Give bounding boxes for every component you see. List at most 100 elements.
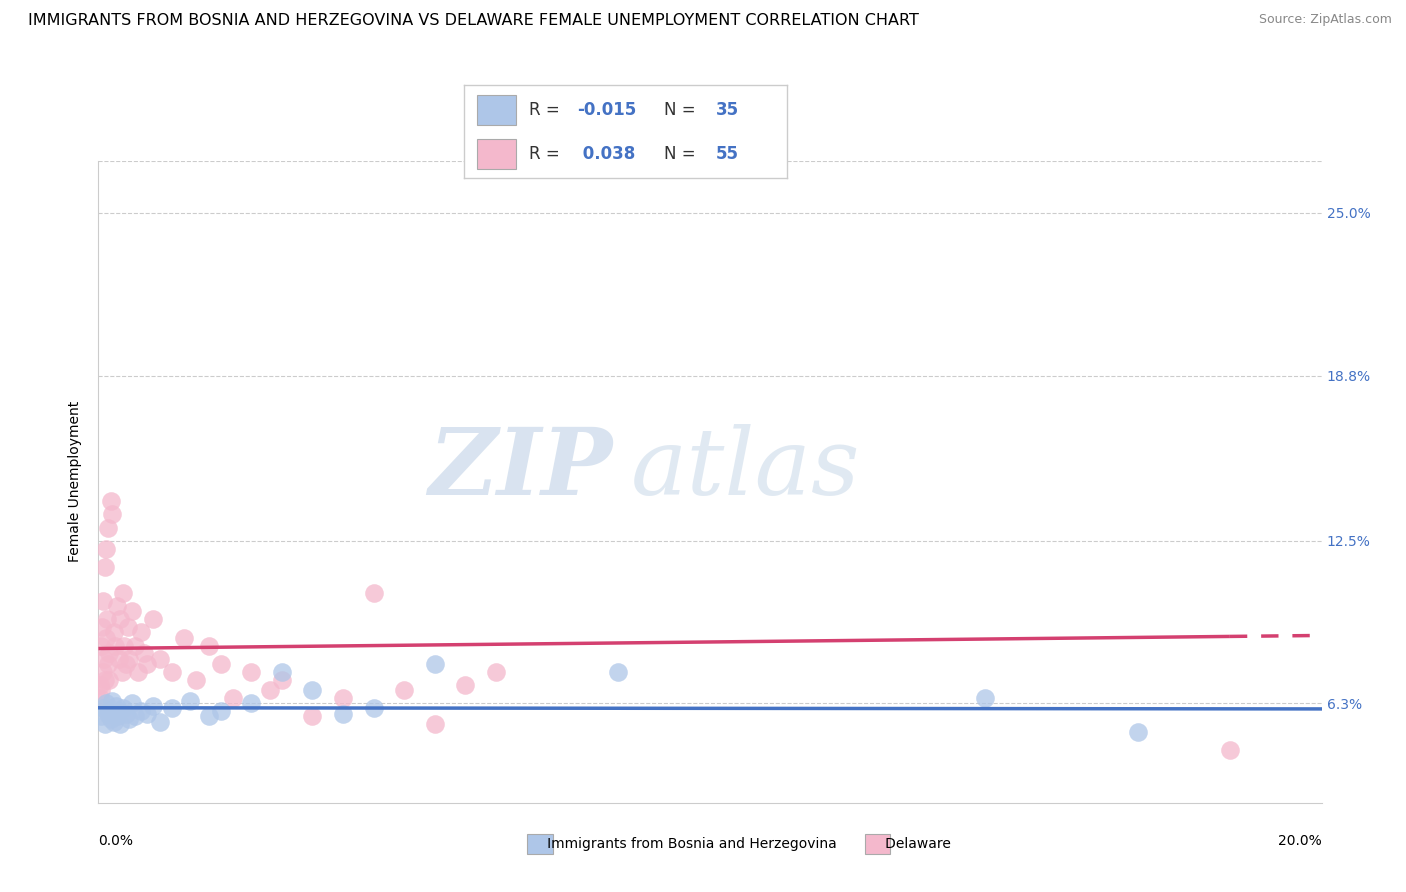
- Point: [259, 683, 281, 698]
- Point: [108, 717, 131, 731]
- Point: [89, 690, 111, 705]
- FancyBboxPatch shape: [477, 139, 516, 169]
- Point: [108, 612, 131, 626]
- Text: 0.0%: 0.0%: [98, 834, 134, 848]
- Text: 20.0%: 20.0%: [1278, 834, 1322, 848]
- Point: [91, 594, 114, 608]
- Y-axis label: Female Unemployment: Female Unemployment: [69, 401, 83, 562]
- Point: [363, 701, 385, 715]
- Point: [607, 665, 630, 679]
- Point: [93, 717, 115, 731]
- Text: ZIP: ZIP: [427, 424, 612, 514]
- Point: [301, 683, 323, 698]
- Point: [97, 657, 120, 671]
- Point: [98, 704, 121, 718]
- Point: [89, 678, 111, 692]
- Point: [149, 714, 172, 729]
- Point: [105, 709, 128, 723]
- Point: [160, 665, 183, 679]
- Point: [97, 673, 120, 687]
- Point: [270, 665, 294, 679]
- Point: [301, 709, 323, 723]
- Point: [97, 520, 120, 534]
- FancyBboxPatch shape: [477, 95, 516, 125]
- Point: [136, 706, 159, 721]
- Text: 35: 35: [716, 101, 740, 119]
- Point: [111, 701, 134, 715]
- Point: [93, 673, 115, 687]
- Point: [115, 657, 138, 671]
- Point: [104, 639, 127, 653]
- Text: N =: N =: [665, 101, 696, 119]
- Point: [94, 541, 117, 556]
- Point: [1128, 725, 1150, 739]
- Point: [423, 657, 446, 671]
- Text: atlas: atlas: [630, 424, 860, 514]
- Point: [121, 604, 143, 618]
- Text: R =: R =: [529, 101, 560, 119]
- Point: [93, 651, 115, 665]
- Point: [91, 620, 114, 634]
- Text: Immigrants from Bosnia and Herzegovina: Immigrants from Bosnia and Herzegovina: [534, 837, 837, 851]
- Point: [107, 651, 129, 665]
- Point: [94, 560, 117, 574]
- Point: [118, 651, 141, 665]
- Point: [222, 690, 245, 705]
- Point: [98, 646, 121, 660]
- Point: [142, 698, 165, 713]
- Point: [121, 696, 143, 710]
- Point: [96, 631, 118, 645]
- Point: [136, 657, 159, 671]
- Point: [454, 678, 477, 692]
- Point: [100, 712, 122, 726]
- Point: [179, 693, 201, 707]
- Point: [91, 701, 114, 715]
- Point: [111, 586, 134, 600]
- Point: [332, 706, 354, 721]
- Point: [124, 639, 146, 653]
- Point: [186, 673, 208, 687]
- Text: IMMIGRANTS FROM BOSNIA AND HERZEGOVINA VS DELAWARE FEMALE UNEMPLOYMENT CORRELATI: IMMIGRANTS FROM BOSNIA AND HERZEGOVINA V…: [28, 13, 920, 29]
- Point: [160, 701, 183, 715]
- Point: [100, 494, 122, 508]
- Point: [90, 639, 112, 653]
- Point: [363, 586, 385, 600]
- Point: [197, 709, 219, 723]
- Point: [134, 646, 156, 660]
- Point: [209, 657, 232, 671]
- Point: [423, 717, 446, 731]
- Point: [332, 690, 354, 705]
- Text: Source: ZipAtlas.com: Source: ZipAtlas.com: [1258, 13, 1392, 27]
- Point: [240, 665, 263, 679]
- Point: [103, 625, 125, 640]
- Text: -0.015: -0.015: [578, 101, 637, 119]
- Point: [392, 683, 416, 698]
- Point: [485, 665, 508, 679]
- Point: [115, 706, 138, 721]
- Point: [111, 665, 134, 679]
- Point: [209, 704, 232, 718]
- Point: [129, 625, 152, 640]
- Point: [197, 639, 219, 653]
- Point: [118, 712, 141, 726]
- Point: [149, 651, 172, 665]
- Point: [101, 508, 124, 522]
- Text: 0.038: 0.038: [578, 145, 636, 163]
- Point: [105, 599, 128, 614]
- Text: 55: 55: [716, 145, 740, 163]
- Point: [240, 696, 263, 710]
- Point: [97, 706, 120, 721]
- Text: Delaware: Delaware: [872, 837, 950, 851]
- Point: [173, 631, 195, 645]
- Point: [129, 704, 152, 718]
- Point: [124, 709, 146, 723]
- Point: [101, 693, 124, 707]
- Point: [90, 709, 112, 723]
- Point: [94, 696, 117, 710]
- Point: [142, 612, 165, 626]
- Point: [107, 704, 129, 718]
- Point: [270, 673, 294, 687]
- Point: [974, 690, 997, 705]
- Point: [117, 620, 139, 634]
- Point: [103, 714, 125, 729]
